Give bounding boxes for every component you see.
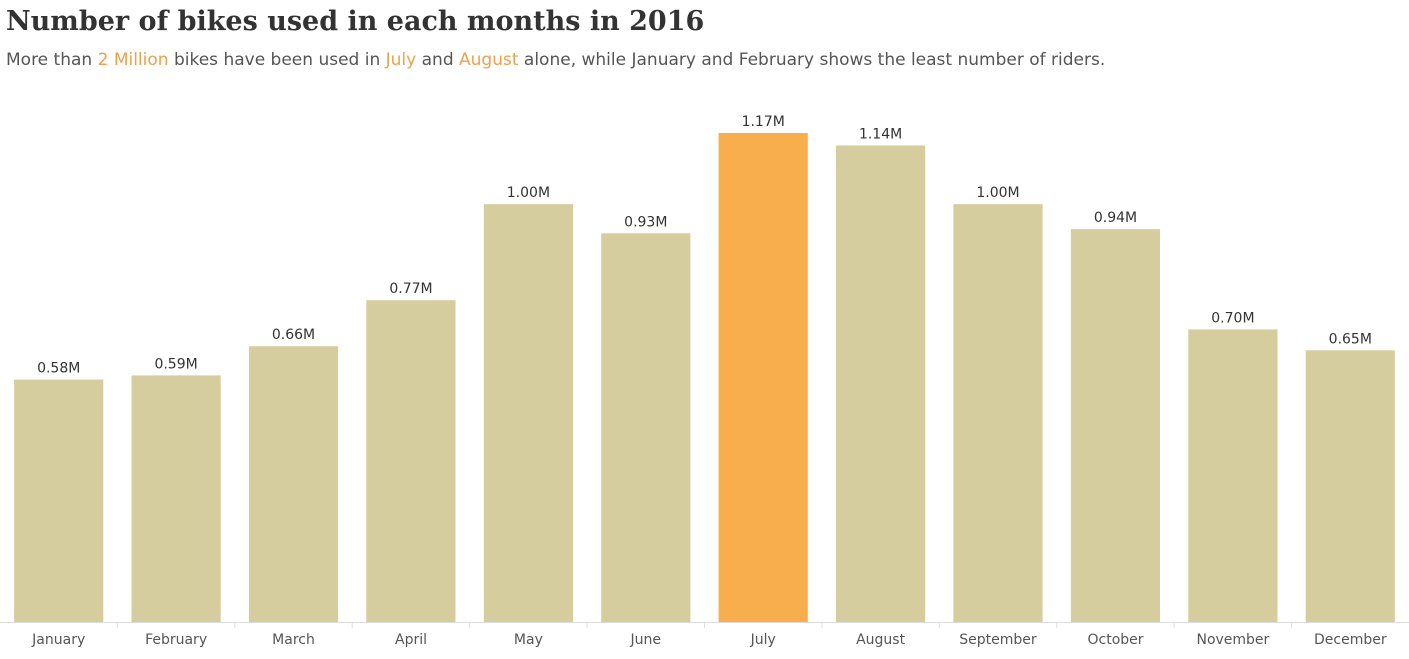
subtitle-text: More than [6,50,98,70]
data-label-february: 0.59M [154,356,197,372]
x-tick-label-october: October [1087,632,1143,648]
bar-september [953,204,1043,622]
bar-march [248,346,339,622]
bar-june [601,233,691,623]
bar-december [1305,350,1395,622]
x-tick-label-november: November [1196,632,1269,648]
x-tick-label-february: February [145,632,207,648]
data-label-march: 0.66M [272,327,315,343]
chart-subtitle: More than 2 Million bikes have been used… [6,50,1105,70]
x-tick-label-august: August [856,632,906,648]
x-tick-label-september: September [959,632,1037,648]
x-tick-label-march: March [272,632,315,648]
x-tick-label-june: June [630,632,662,648]
chart-title: Number of bikes used in each months in 2… [6,6,705,37]
bar-february [131,375,221,622]
x-tick-label-july: July [750,632,776,648]
data-label-january: 0.58M [37,361,80,377]
subtitle-highlight: August [459,50,519,70]
bar-may [483,204,573,622]
subtitle-text: and [416,50,460,70]
data-label-december: 0.65M [1329,331,1372,347]
data-label-june: 0.93M [624,214,667,230]
data-label-august: 1.14M [859,127,902,143]
subtitle-highlight: July [385,50,417,70]
data-label-april: 0.77M [389,281,432,297]
subtitle-text: alone, while January and February shows … [518,50,1106,70]
x-tick-label-december: December [1314,632,1387,648]
bar-july [718,133,808,622]
bar-april [366,300,456,622]
x-tick-label-may: May [514,632,543,648]
x-tick-label-april: April [395,632,427,648]
data-label-july: 1.17M [742,114,785,130]
data-label-november: 0.70M [1211,310,1254,326]
subtitle-text: bikes have been used in [168,50,386,70]
bar-october [1070,229,1160,622]
data-label-september: 1.00M [976,185,1019,201]
x-tick-label-january: January [31,632,85,648]
data-label-may: 1.00M [507,185,550,201]
data-label-october: 0.94M [1094,210,1137,226]
bar-january [14,379,104,622]
subtitle-highlight: 2 Million [97,50,169,70]
bar-november [1188,329,1278,622]
bar-august [836,145,926,622]
